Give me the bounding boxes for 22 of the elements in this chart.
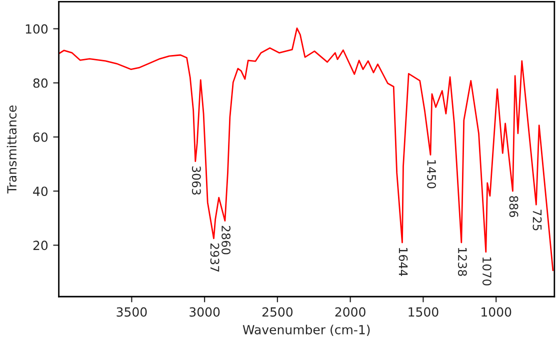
x-tick-label: 2000	[335, 307, 366, 317]
x-axis-title: Wavenumber (cm-1)	[242, 324, 370, 336]
y-tick-label: 20	[33, 240, 48, 250]
annotation: 1070	[482, 257, 492, 286]
x-tick-label: 2500	[262, 307, 293, 317]
x-tick-label: 1000	[482, 307, 512, 317]
y-tick-label: 80	[33, 78, 48, 88]
y-tick-label: 60	[33, 132, 48, 142]
annotation: 886	[509, 196, 518, 218]
annotation: 2937	[210, 243, 220, 272]
y-axis-title: Transmittance	[6, 106, 17, 194]
x-tick-label: 3500	[116, 307, 147, 317]
annotation: 1450	[427, 160, 436, 188]
x-tick-label: 3000	[190, 307, 220, 317]
y-tick-label: 100	[26, 24, 48, 34]
y-tick-label: 40	[33, 186, 48, 196]
annotation: 2860	[222, 226, 230, 254]
annotation: 3063	[192, 166, 201, 195]
annotation: 725	[532, 210, 542, 230]
annotation: 1238	[458, 248, 467, 276]
annotation: 1644	[398, 248, 408, 276]
x-tick-label: 1500	[408, 307, 438, 317]
